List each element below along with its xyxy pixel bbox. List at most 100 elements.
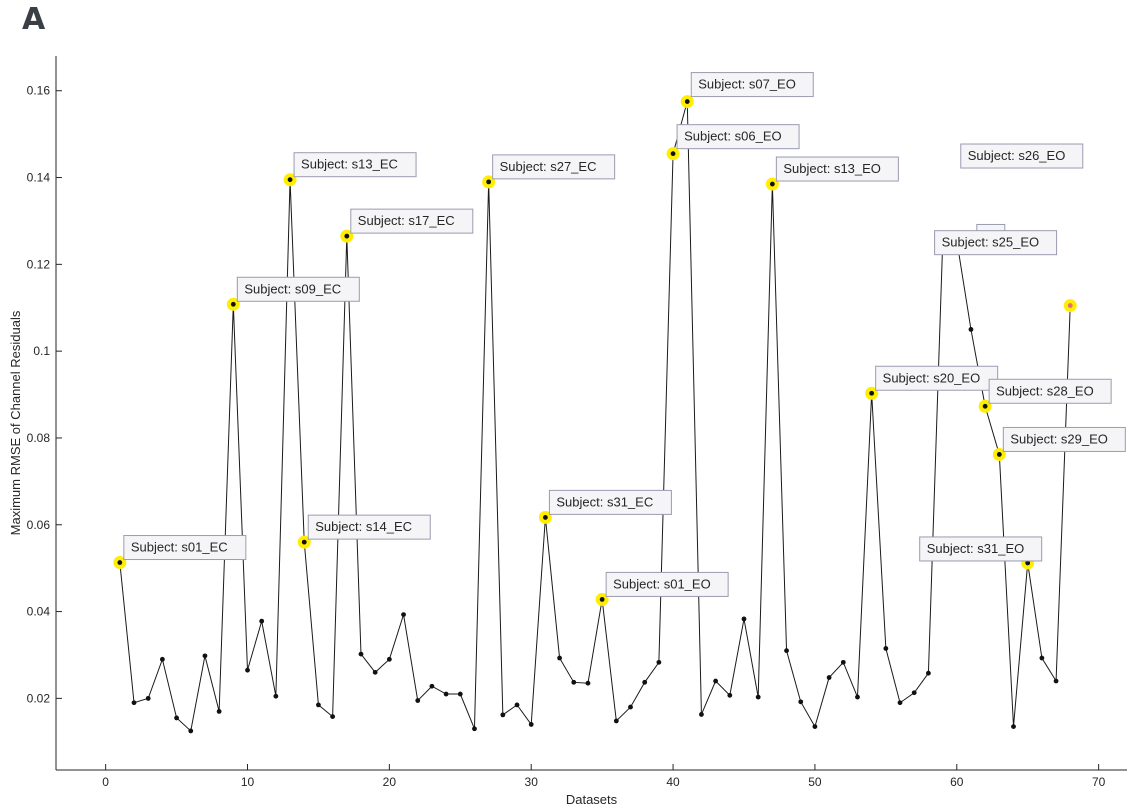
- annotation-callout: Subject: s29_EO: [1002, 426, 1126, 452]
- annotation-callout: Subject: s07_EO: [690, 72, 814, 98]
- data-point: [769, 181, 775, 187]
- data-point: [968, 327, 974, 332]
- callout-label: Subject: s09_EC: [244, 281, 341, 296]
- callout-label: Subject: s13_EC: [301, 157, 398, 172]
- x-tick-label: 40: [666, 775, 680, 789]
- y-tick-label: 0.04: [27, 605, 51, 619]
- callout-label: Subject: s13_EO: [783, 161, 881, 176]
- data-point: [996, 452, 1002, 457]
- annotation-callout: Subject: s09_EC: [236, 276, 360, 302]
- data-point: [883, 646, 889, 651]
- callout-label: Subject: s31_EC: [556, 494, 653, 509]
- callout-box: [307, 514, 431, 540]
- callout-label: Subject: s01_EC: [131, 540, 228, 555]
- callout-box: [690, 72, 814, 98]
- data-point: [472, 726, 477, 732]
- data-point: [784, 648, 789, 654]
- callout-box: [676, 124, 800, 150]
- x-tick-label: 30: [525, 775, 539, 789]
- annotation-callout: Subject: s13_EO: [775, 156, 899, 182]
- data-point: [840, 659, 846, 665]
- x-tick-label: 0: [102, 775, 109, 789]
- callout-box: [919, 536, 1043, 562]
- data-point: [826, 675, 832, 680]
- y-tick-label: 0.12: [27, 257, 51, 271]
- y-tick-label: 0.06: [27, 518, 51, 532]
- y-tick-label: 0.16: [27, 84, 51, 98]
- data-points-layer: [113, 95, 1077, 734]
- data-point: [174, 715, 179, 721]
- data-point: [713, 678, 719, 684]
- data-point: [401, 612, 406, 618]
- annotation-callout: Subject: s31_EO: [919, 536, 1043, 562]
- x-tick-label: 10: [241, 775, 255, 789]
- callout-label: Subject: s14_EC: [315, 519, 412, 534]
- callout-box: [875, 365, 999, 391]
- data-point: [557, 655, 562, 661]
- callout-box: [293, 152, 417, 178]
- y-tick-label: 0.02: [27, 691, 51, 705]
- callout-box: [934, 230, 1058, 256]
- callout-label: Subject: s17_EC: [358, 213, 455, 228]
- annotation-callout: Subject: s01_EO: [605, 571, 729, 597]
- x-tick-label: 60: [950, 775, 964, 789]
- callout-box: [775, 156, 899, 182]
- callout-label: Subject: s31_EO: [927, 541, 1025, 556]
- data-point: [259, 618, 265, 624]
- callout-box: [605, 571, 729, 597]
- callout-box: [548, 489, 672, 515]
- data-point: [145, 695, 151, 701]
- callout-label: Subject: s25_EO: [942, 235, 1040, 250]
- data-point: [358, 651, 364, 657]
- data-point: [159, 656, 165, 662]
- annotation-callout: Subject: s06_EO: [676, 124, 800, 150]
- x-tick-label: 70: [1092, 775, 1106, 789]
- data-point: [542, 514, 548, 520]
- data-point: [670, 151, 676, 157]
- data-point: [287, 177, 293, 183]
- data-point: [741, 616, 747, 622]
- data-point: [344, 233, 350, 239]
- data-point: [330, 714, 336, 720]
- y-tick-label: 0.08: [27, 431, 51, 445]
- x-tick-label: 50: [808, 775, 822, 789]
- data-point: [699, 712, 704, 717]
- data-point: [798, 699, 804, 705]
- annotation-callout: Subject: s27_EC: [492, 154, 616, 180]
- annotation-callout: Subject: s13_EC: [293, 152, 417, 178]
- y-tick-label: 0.14: [27, 171, 51, 185]
- data-point: [982, 403, 988, 409]
- data-point: [301, 539, 307, 545]
- data-point: [528, 722, 534, 727]
- data-point: [443, 691, 449, 697]
- callout-box: [988, 378, 1112, 404]
- annotation-callout: Subject: s28_EO: [988, 378, 1112, 404]
- data-point: [429, 683, 435, 689]
- data-point: [613, 718, 619, 724]
- data-point: [117, 560, 123, 565]
- data-point: [855, 694, 860, 700]
- data-point: [500, 712, 506, 718]
- data-point: [812, 724, 818, 729]
- data-point: [656, 659, 662, 665]
- panel-label: A: [22, 2, 46, 37]
- callout-box: [350, 208, 474, 234]
- annotation-callout: Subject: s01_EC: [123, 535, 247, 561]
- axes: 0 10 20 30 40 50 60 70 0.02 0.04 0.06 0.08 0.1 0.12 0.…: [8, 56, 1127, 807]
- callout-label: Subject: s27_EC: [500, 159, 597, 174]
- callouts-layer: Subject: s01_EC Subject: s09_EC Subject: s…: [123, 72, 1126, 597]
- y-tick-label: 0.1: [33, 344, 50, 358]
- callout-label: Subject: s29_EO: [1010, 431, 1108, 446]
- series-line-layer: [119, 101, 1071, 732]
- data-point: [571, 679, 577, 685]
- data-point: [188, 728, 194, 734]
- data-point: [628, 704, 633, 710]
- data-point: [415, 698, 421, 703]
- annotation-callout: Subject: s31_EC: [548, 489, 672, 515]
- data-point: [486, 179, 492, 185]
- callout-label: Subject: s28_EO: [996, 383, 1094, 398]
- data-point: [230, 301, 236, 307]
- callout-label: Subject: s07_EO: [698, 77, 796, 92]
- data-point: [457, 691, 463, 697]
